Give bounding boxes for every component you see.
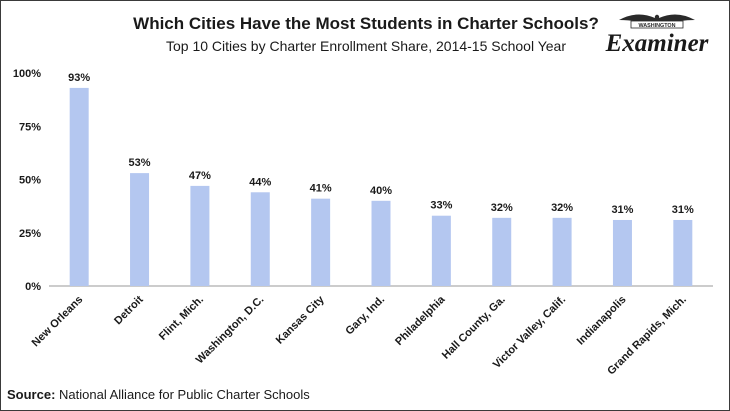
x-tick-label: Detroit	[112, 293, 146, 327]
bar	[612, 219, 632, 286]
x-tick-label: Hall County, Ga.	[440, 294, 508, 362]
bar	[431, 215, 451, 286]
data-label: 33%	[430, 200, 452, 212]
y-tick-label: 100%	[13, 68, 41, 80]
data-label: 93%	[68, 72, 90, 84]
logo-name: Examiner	[605, 30, 709, 57]
x-tick-label: Washington, D.C.	[194, 294, 267, 367]
source-text: National Alliance for Public Charter Sch…	[55, 387, 310, 402]
data-label: 31%	[672, 204, 694, 216]
bar	[311, 198, 331, 286]
logo-top-text: WASHINGTON	[638, 23, 675, 29]
x-tick-label: Gary, Ind.	[343, 294, 387, 338]
source-note: Source: National Alliance for Public Cha…	[7, 387, 310, 402]
data-label: 41%	[310, 183, 332, 195]
bar	[130, 173, 150, 286]
y-tick-label: 50%	[19, 175, 41, 187]
data-label: 31%	[611, 204, 633, 216]
source-label: Source:	[7, 387, 56, 402]
bar	[250, 192, 270, 286]
bar	[552, 217, 572, 286]
data-label: 47%	[189, 170, 211, 182]
examiner-logo: WASHINGTON Examiner	[605, 14, 709, 57]
x-tick-label: Kansas City	[274, 293, 328, 347]
y-tick-label: 75%	[19, 121, 41, 133]
data-label: 32%	[551, 202, 573, 214]
chart-subtitle: Top 10 Cities by Charter Enrollment Shar…	[165, 38, 566, 54]
data-label: 53%	[129, 157, 151, 169]
chart-title: Which Cities Have the Most Students in C…	[133, 14, 599, 33]
data-label: 32%	[491, 202, 513, 214]
data-label: 40%	[370, 185, 392, 197]
bar	[371, 200, 391, 286]
bar	[492, 217, 512, 286]
y-tick-label: 0%	[25, 281, 41, 293]
y-tick-label: 25%	[19, 228, 41, 240]
x-tick-label: Indianapolis	[575, 294, 629, 348]
bar	[190, 185, 210, 286]
x-tick-label: Flint, Mich.	[157, 294, 206, 343]
x-tick-label: Philadelphia	[393, 293, 448, 348]
data-label: 44%	[249, 176, 271, 188]
bar-chart: 0% 25% 50% 75% 100% 93% New Orleans 53% Detroit…	[13, 68, 713, 377]
eagle-icon	[619, 14, 695, 26]
x-tick-label: New Orleans	[30, 294, 86, 350]
bar	[69, 87, 89, 286]
bar	[673, 219, 693, 286]
